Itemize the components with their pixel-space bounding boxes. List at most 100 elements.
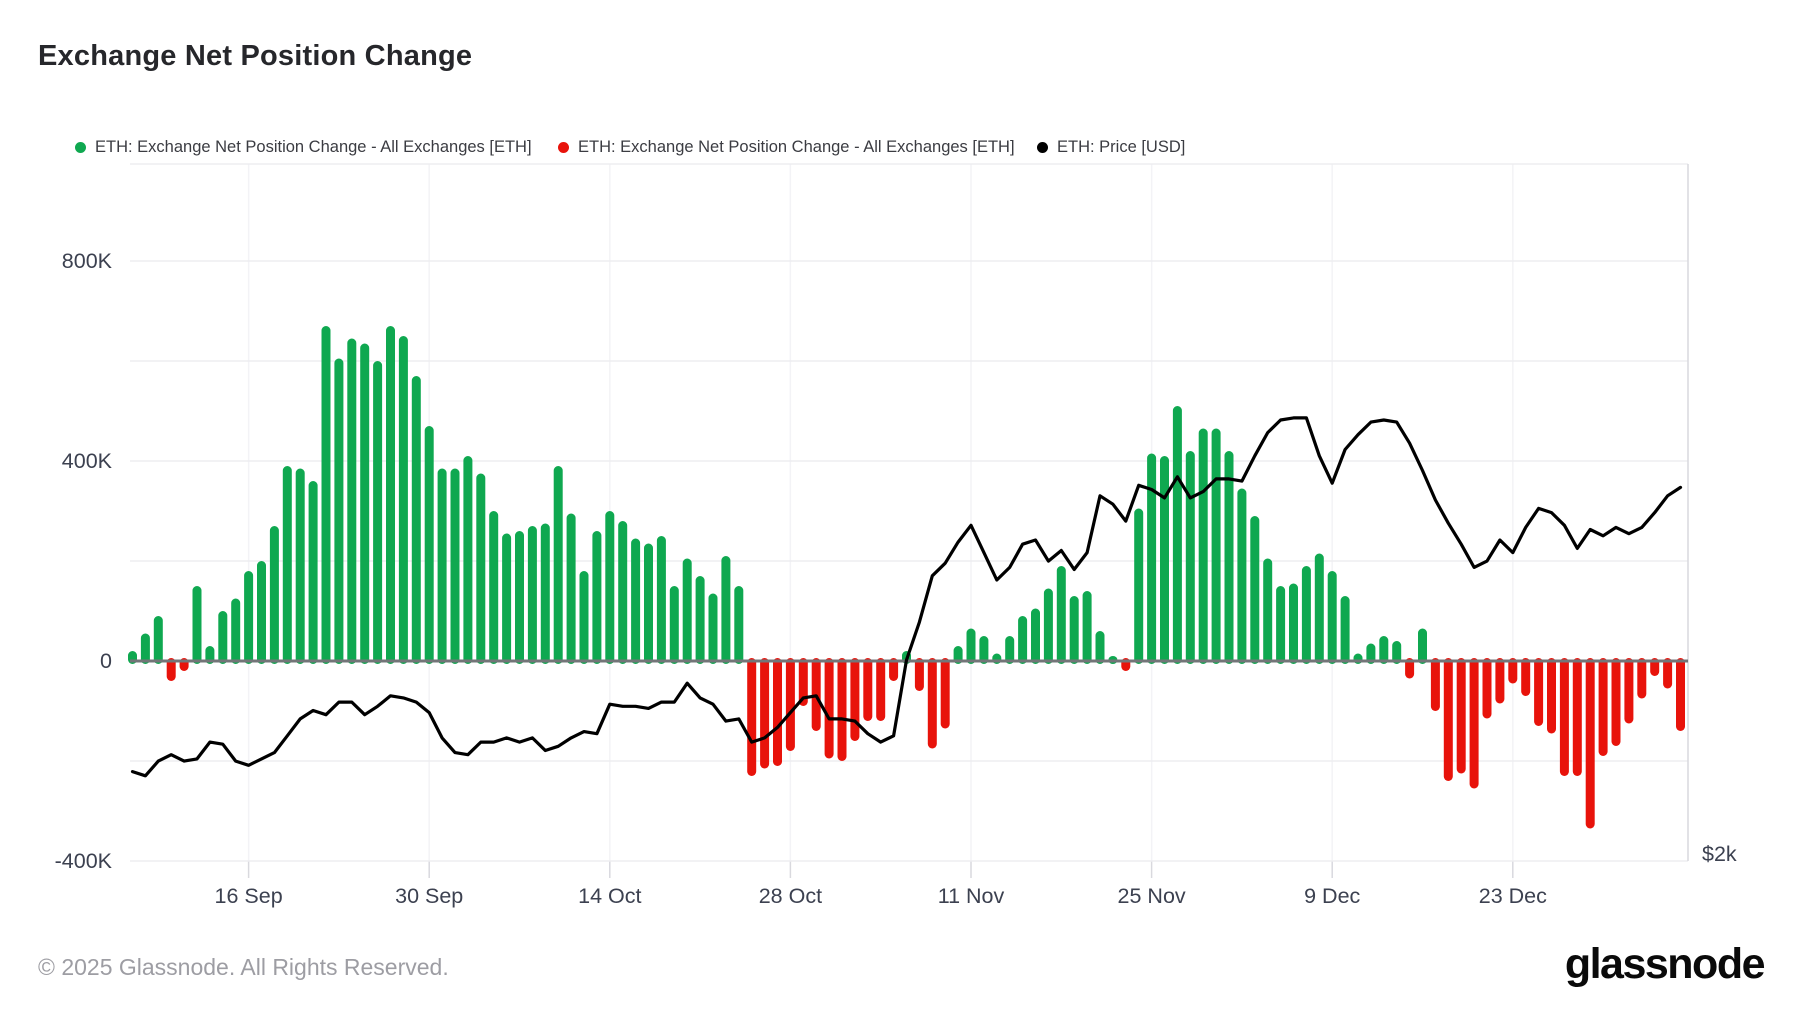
netflow-bar-negative <box>1405 658 1415 679</box>
netflow-bar-positive <box>347 338 357 664</box>
netflow-bar-positive <box>618 521 628 664</box>
netflow-bar-positive <box>282 466 292 664</box>
netflow-bar-negative <box>1495 658 1505 704</box>
x-tick-label: 9 Dec <box>1304 884 1360 908</box>
legend: ETH: Exchange Net Position Change - All … <box>0 138 1800 158</box>
netflow-bar-negative <box>1521 658 1531 696</box>
netflow-bar-positive <box>515 531 524 664</box>
netflow-bar-negative <box>1572 658 1582 776</box>
x-tick-label: 11 Nov <box>938 884 1005 908</box>
netflow-bar-positive <box>734 586 744 664</box>
netflow-bar-negative <box>1508 658 1518 684</box>
netflow-bar-positive <box>1147 453 1157 664</box>
green-dot-icon <box>75 142 86 153</box>
netflow-bar-negative <box>914 658 924 691</box>
netflow-bar-positive <box>605 511 615 664</box>
netflow-bar-positive <box>153 616 163 664</box>
price-line <box>130 416 1683 778</box>
netflow-bar-positive <box>502 533 512 664</box>
netflow-bar-positive <box>308 481 318 664</box>
netflow-bar-positive <box>218 611 228 664</box>
copyright-text: © 2025 Glassnode. All Rights Reserved. <box>38 954 449 980</box>
netflow-bar-positive <box>966 628 976 664</box>
price-axis-label: $2k <box>1702 842 1737 866</box>
netflow-bar-negative <box>1598 658 1608 756</box>
x-tick-label: 14 Oct <box>578 884 641 908</box>
netflow-bar-positive <box>1069 596 1079 664</box>
netflow-bar-negative <box>1663 658 1673 689</box>
netflow-bar-positive <box>1418 628 1427 664</box>
netflow-bar-positive <box>373 361 383 664</box>
netflow-bar-negative <box>837 658 847 761</box>
netflow-bar-positive <box>1056 566 1066 664</box>
netflow-bar-positive <box>1198 428 1208 664</box>
netflow-bar-positive <box>437 468 447 664</box>
netflow-bar-positive <box>1160 456 1169 664</box>
netflow-bar-negative <box>850 658 860 741</box>
netflow-bar-positive <box>1366 643 1376 664</box>
legend-label: ETH: Price [USD] <box>1057 138 1186 156</box>
netflow-bar-positive <box>295 468 305 664</box>
netflow-bar-negative <box>1534 658 1544 726</box>
netflow-bar-positive <box>450 468 460 664</box>
y-tick-label: -400K <box>55 849 113 873</box>
netflow-bar-positive <box>1289 583 1298 664</box>
netflow-bar-positive <box>463 456 473 664</box>
netflow-bar-positive <box>1224 451 1234 664</box>
netflow-bar-negative <box>773 658 782 766</box>
netflow-bar-positive <box>682 558 692 664</box>
netflow-bar-negative <box>798 658 808 706</box>
netflow-bar-positive <box>1237 488 1247 664</box>
netflow-bar-positive <box>334 358 344 664</box>
red-dot-icon <box>558 142 569 153</box>
y-tick-label: 400K <box>62 449 113 473</box>
netflow-bar-positive <box>527 526 537 664</box>
netflow-bar-positive <box>540 523 550 664</box>
netflow-bar-positive <box>1314 553 1324 664</box>
y-tick-label: 800K <box>62 249 113 273</box>
netflow-bar-positive <box>592 531 602 664</box>
netflow-bar-positive <box>1082 591 1092 664</box>
netflow-bar-positive <box>386 326 395 664</box>
legend-item-netflow-positive[interactable]: ETH: Exchange Net Position Change - All … <box>75 138 532 157</box>
netflow-bar-positive <box>1005 636 1015 664</box>
netflow-bar-negative <box>1443 658 1453 781</box>
netflow-bar-positive <box>644 543 653 664</box>
glassnode-logo: glassnode <box>1564 940 1766 988</box>
netflow-bar-positive <box>1134 508 1144 664</box>
legend-item-netflow-negative[interactable]: ETH: Exchange Net Position Change - All … <box>558 138 1015 157</box>
netflow-bar-positive <box>1263 558 1273 664</box>
netflow-bar-negative <box>889 658 899 681</box>
netflow-bar-positive <box>1185 451 1195 664</box>
netflow-bar-negative <box>1624 658 1634 724</box>
legend-label: ETH: Exchange Net Position Change - All … <box>578 138 1015 156</box>
netflow-bar-positive <box>360 343 370 664</box>
netflow-bar-positive <box>566 513 576 664</box>
netflow-bar-positive <box>553 466 563 664</box>
netflow-bar-negative <box>1559 658 1569 776</box>
netflow-bar-positive <box>656 536 666 664</box>
netflow-bar-negative <box>1585 658 1595 829</box>
legend-item-price[interactable]: ETH: Price [USD] <box>1037 138 1185 157</box>
netflow-bar-positive <box>708 593 718 664</box>
netflow-bar-positive <box>1301 566 1311 664</box>
netflow-bar-positive <box>1043 588 1053 664</box>
netflow-bar-positive <box>579 571 589 664</box>
y-tick-label: 0 <box>100 649 112 673</box>
netflow-bar-negative <box>1611 658 1621 746</box>
netflow-bar-negative <box>1676 658 1685 731</box>
netflow-bar-negative <box>927 658 937 749</box>
netflow-bar-positive <box>1211 428 1221 664</box>
netflow-bar-positive <box>1340 596 1350 664</box>
netflow-bar-positive <box>1250 516 1260 664</box>
legend-label: ETH: Exchange Net Position Change - All … <box>95 138 532 156</box>
netflow-bar-negative <box>863 658 873 721</box>
netflow-bar-positive <box>979 636 989 664</box>
page-title: Exchange Net Position Change <box>38 40 473 72</box>
netflow-bar-positive <box>1379 636 1389 664</box>
netflow-bar-positive <box>1018 616 1028 664</box>
netflow-bar-positive <box>192 586 202 664</box>
netflow-bar-negative <box>166 658 176 681</box>
